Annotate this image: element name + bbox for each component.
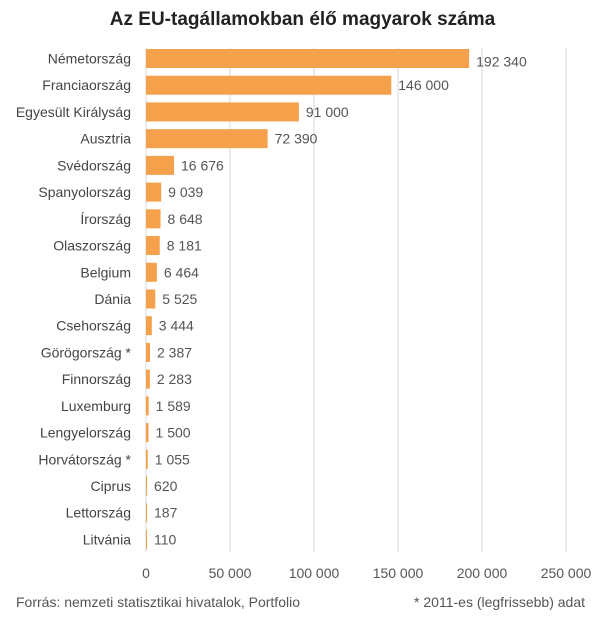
category-label: Litvánia	[83, 531, 131, 547]
bar	[146, 342, 151, 362]
value-label: 1 589	[156, 398, 191, 414]
x-tick-label: 150 000	[373, 565, 424, 581]
x-tick-label: 250 000	[541, 565, 592, 581]
value-label: 620	[154, 478, 178, 494]
value-label: 5 525	[162, 291, 197, 307]
value-label: 1 500	[156, 425, 191, 441]
bars	[146, 49, 470, 549]
category-label: Franciaország	[42, 77, 131, 93]
bar	[146, 529, 147, 549]
bar	[146, 289, 156, 309]
bar	[146, 182, 162, 202]
value-label: 72 390	[275, 131, 318, 147]
value-label: 192 340	[476, 54, 527, 70]
bar	[146, 476, 148, 496]
bar	[146, 369, 150, 389]
category-label: Ciprus	[91, 478, 131, 494]
source-note: Forrás: nemzeti statisztikai hivatalok, …	[16, 594, 300, 610]
bar	[146, 396, 149, 416]
value-label: 3 444	[159, 318, 194, 334]
bar	[146, 423, 149, 443]
category-label: Svédország	[57, 157, 131, 173]
category-label: Olaszország	[53, 238, 131, 254]
footnote: * 2011-es (legfrissebb) adat	[414, 594, 585, 610]
value-label: 2 283	[157, 371, 192, 387]
category-label: Finnország	[62, 371, 131, 387]
bar	[146, 129, 268, 149]
category-label: Belgium	[80, 264, 131, 280]
value-label: 8 181	[167, 238, 202, 254]
category-label: Németország	[48, 51, 131, 67]
category-label: Horvátország *	[38, 451, 131, 467]
gridlines	[145, 48, 567, 552]
value-label: 146 000	[398, 77, 449, 93]
value-label: 1 055	[155, 451, 190, 467]
category-label: Görögország *	[41, 344, 132, 360]
bar	[146, 316, 152, 336]
category-label: Csehország	[56, 318, 131, 334]
value-label: 2 387	[157, 344, 192, 360]
x-tick-label: 100 000	[289, 565, 340, 581]
category-label: Spanyolország	[38, 184, 131, 200]
chart-title: Az EU-tagállamokban élő magyarok száma	[109, 9, 496, 30]
value-label: 9 039	[168, 184, 203, 200]
bar	[146, 503, 147, 523]
bar	[146, 49, 470, 68]
value-label: 110	[154, 531, 177, 547]
bar	[146, 102, 299, 122]
x-tick-label: 200 000	[457, 565, 508, 581]
category-label: Ausztria	[80, 131, 131, 147]
category-label: Lengyelország	[40, 425, 131, 441]
category-label: Luxemburg	[61, 398, 131, 414]
bar	[146, 209, 161, 229]
value-label: 8 648	[168, 211, 203, 227]
value-label: 16 676	[181, 157, 224, 173]
labels: 0 50 000 100 000 150 000 200 000 250 000 Német…	[16, 51, 592, 582]
value-label: 6 464	[164, 264, 199, 280]
value-label: 187	[154, 505, 178, 521]
category-label: Dánia	[94, 291, 131, 307]
x-tick-label: 50 000	[209, 565, 252, 581]
bar	[146, 155, 175, 175]
category-label: Lettország	[66, 505, 131, 521]
category-label: Írország	[80, 211, 131, 227]
x-tick-label: 0	[142, 565, 150, 581]
bar	[146, 449, 148, 469]
bar	[146, 236, 160, 256]
value-label: 91 000	[306, 104, 349, 120]
bar	[146, 75, 392, 95]
category-label: Egyesült Királyság	[16, 104, 131, 120]
bar	[146, 262, 157, 282]
